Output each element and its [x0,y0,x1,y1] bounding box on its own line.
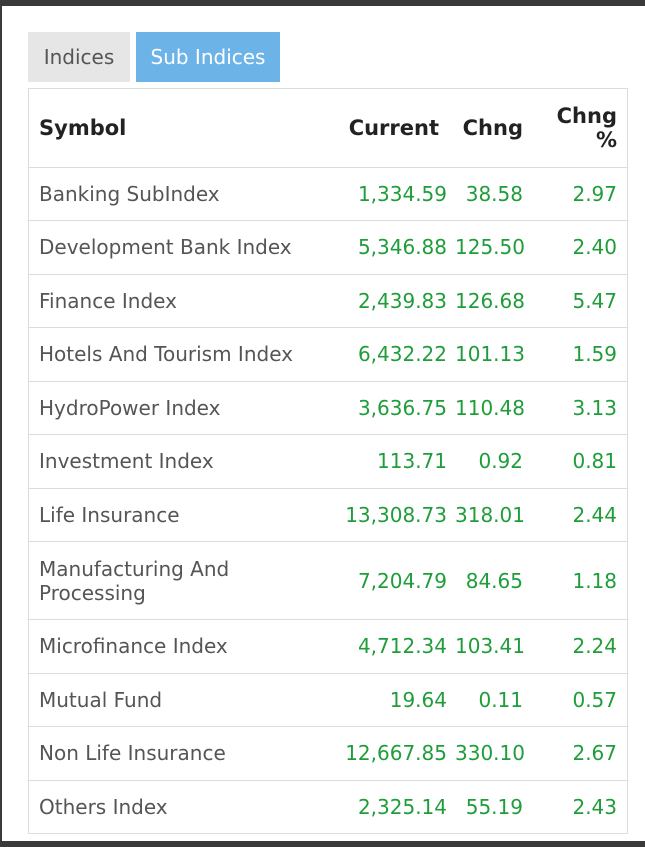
table-row[interactable]: Hotels And Tourism Index 6,432.22 101.13 1.… [29,327,627,382]
column-header-chng-pct-line2: % [595,127,617,152]
symbol-cell: Others Index [29,780,337,834]
table-row[interactable]: Life Insurance 13,308.73 318.01 2.44 [29,488,627,542]
column-header-chng-pct[interactable]: Chng % [533,89,627,168]
table-header-row: Symbol Current Chng Chng % [29,89,627,168]
table-row[interactable]: Development Bank Index 5,346.88 125.50 2.40 [29,220,627,275]
column-header-chng-pct-line1: Chng [556,103,617,128]
symbol-cell: Finance Index [29,274,337,328]
symbol-cell: Development Bank Index [29,220,337,275]
chng-pct-cell: 2.40 [533,220,627,275]
chng-cell: 125.50 [449,220,533,275]
table-row[interactable]: Finance Index 2,439.83 126.68 5.47 [29,274,627,328]
current-cell: 2,325.14 [337,780,449,834]
column-header-current[interactable]: Current [337,89,449,168]
symbol-cell: Life Insurance [29,488,337,542]
table-body: Banking SubIndex 1,334.59 38.58 2.97 Develop… [29,167,627,834]
chng-cell: 110.48 [449,381,533,435]
chng-cell: 101.13 [449,327,533,382]
table-row[interactable]: Mutual Fund 19.64 0.11 0.57 [29,673,627,727]
chng-pct-cell: 1.18 [533,541,627,620]
current-cell: 19.64 [337,673,449,727]
tab-indices[interactable]: Indices [28,32,130,82]
sub-indices-table: Symbol Current Chng Chng % Banking SubIn… [29,89,627,834]
symbol-cell: HydroPower Index [29,381,337,435]
chng-pct-cell: 2.97 [533,167,627,221]
chng-pct-cell: 2.44 [533,488,627,542]
chng-cell: 0.92 [449,434,533,489]
symbol-cell: Non Life Insurance [29,726,337,781]
chng-pct-cell: 0.81 [533,434,627,489]
chng-pct-cell: 3.13 [533,381,627,435]
table-row[interactable]: Non Life Insurance 12,667.85 330.10 2.67 [29,726,627,781]
current-cell: 4,712.34 [337,619,449,674]
chng-pct-cell: 5.47 [533,274,627,328]
sub-indices-panel: Indices Sub Indices Symbol Current Chng … [2,6,645,841]
chng-cell: 55.19 [449,780,533,834]
chng-cell: 103.41 [449,619,533,674]
chng-cell: 330.10 [449,726,533,781]
symbol-cell: Hotels And Tourism Index [29,327,337,382]
table-row[interactable]: Manufacturing And Processing 7,204.79 84.6… [29,541,627,620]
table-row[interactable]: Banking SubIndex 1,334.59 38.58 2.97 [29,167,627,221]
symbol-cell: Manufacturing And Processing [29,541,337,620]
chng-pct-cell: 2.24 [533,619,627,674]
current-cell: 2,439.83 [337,274,449,328]
chng-cell: 318.01 [449,488,533,542]
symbol-cell: Banking SubIndex [29,167,337,221]
symbol-cell: Investment Index [29,434,337,489]
current-cell: 3,636.75 [337,381,449,435]
table-row[interactable]: HydroPower Index 3,636.75 110.48 3.13 [29,381,627,435]
column-header-chng[interactable]: Chng [449,89,533,168]
chng-cell: 84.65 [449,541,533,620]
current-cell: 6,432.22 [337,327,449,382]
symbol-cell: Mutual Fund [29,673,337,727]
chng-cell: 126.68 [449,274,533,328]
table-row[interactable]: Investment Index 113.71 0.92 0.81 [29,434,627,489]
table-row[interactable]: Others Index 2,325.14 55.19 2.43 [29,780,627,834]
current-cell: 113.71 [337,434,449,489]
index-tabs: Indices Sub Indices [28,32,280,82]
tab-sub-indices[interactable]: Sub Indices [136,32,280,82]
symbol-cell: Microfinance Index [29,619,337,674]
chng-pct-cell: 2.67 [533,726,627,781]
chng-cell: 0.11 [449,673,533,727]
current-cell: 13,308.73 [337,488,449,542]
chng-pct-cell: 1.59 [533,327,627,382]
column-header-symbol[interactable]: Symbol [29,89,337,168]
current-cell: 12,667.85 [337,726,449,781]
current-cell: 5,346.88 [337,220,449,275]
chng-pct-cell: 2.43 [533,780,627,834]
chng-pct-cell: 0.57 [533,673,627,727]
chng-cell: 38.58 [449,167,533,221]
sub-indices-table-container: Symbol Current Chng Chng % Banking SubIn… [28,88,628,834]
table-row[interactable]: Microfinance Index 4,712.34 103.41 2.24 [29,619,627,674]
current-cell: 7,204.79 [337,541,449,620]
current-cell: 1,334.59 [337,167,449,221]
